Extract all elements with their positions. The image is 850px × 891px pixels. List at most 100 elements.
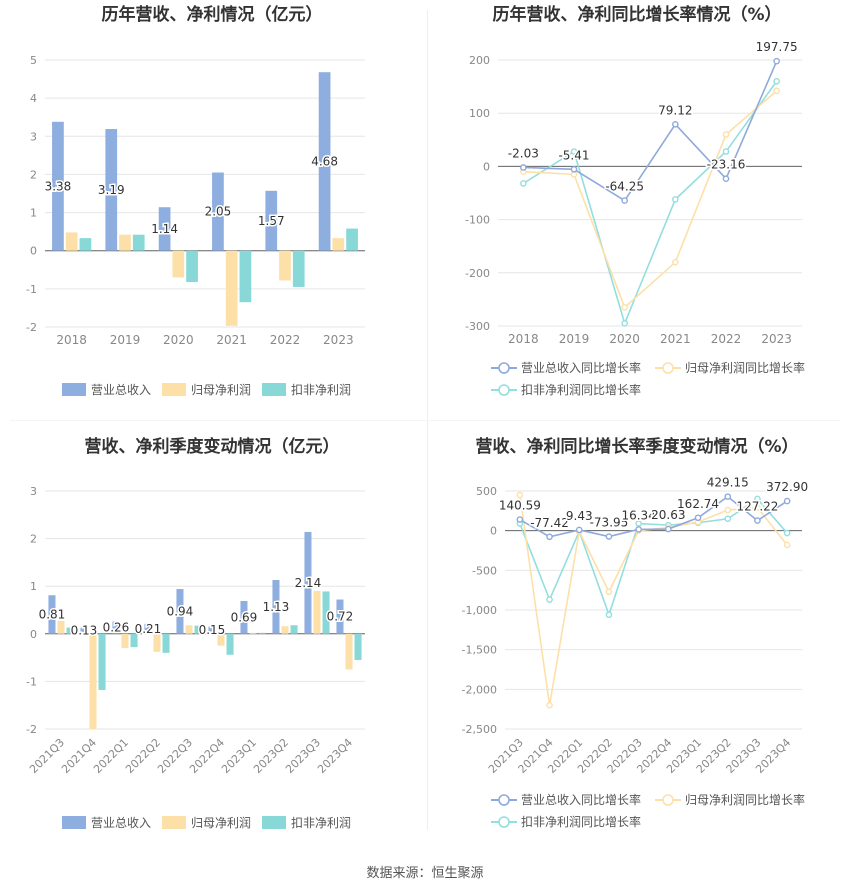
y-tick-label: 3 [30, 130, 37, 143]
bar [279, 250, 291, 281]
bar [65, 232, 78, 251]
data-point [665, 525, 672, 533]
bar [162, 633, 170, 653]
y-tick-label: 1 [30, 207, 37, 220]
series-line [522, 80, 778, 326]
annual-revenue-profit-chart: 历年营收、净利情况（亿元） -2 -1 0 1 2 3 4 5 2018 2019 2020 2021 2… [0, 0, 425, 432]
legend-label: 营业总收入 [91, 383, 151, 397]
bar [119, 234, 131, 251]
y-tick-label: -100 [465, 214, 490, 227]
legend-label: 营业总收入 [91, 816, 151, 830]
x-tick-label: 2022 [711, 332, 742, 346]
data-point [672, 196, 679, 203]
legend-label: 归母净利润同比增长率 [685, 792, 805, 807]
data-label: 16.34 [621, 508, 655, 522]
data-label: -2.03 [508, 146, 539, 160]
data-point [722, 175, 730, 183]
legend-marker [662, 794, 674, 806]
legend-label: 扣非净利润同比增长率 [521, 382, 641, 397]
bar [79, 238, 92, 251]
data-label: 429.15 [707, 476, 749, 490]
data-label: 9.43 [566, 509, 593, 523]
legend-label: 营业总收入同比增长率 [521, 360, 641, 375]
chart-title: 历年营收、净利情况（亿元） [102, 4, 323, 25]
y-tick-label: 2 [30, 533, 37, 546]
legend-label: 扣非净利润 [291, 816, 351, 830]
data-point [570, 148, 578, 155]
bar [112, 621, 120, 634]
data-point [724, 506, 732, 514]
y-tick-label: 3 [30, 485, 37, 498]
bar [322, 591, 330, 634]
legend-marker [662, 362, 674, 374]
data-label: 162.74 [677, 497, 719, 511]
bar [212, 172, 224, 251]
y-tick-label: -2,000 [462, 683, 497, 696]
bar [292, 250, 305, 287]
chart-title: 历年营收、净利同比增长率情况（%） [492, 4, 781, 25]
bar [80, 627, 88, 634]
data-point [672, 258, 679, 266]
bar [153, 633, 161, 652]
legend-swatch [162, 816, 186, 829]
data-point [773, 57, 780, 65]
legend-label: 营业总收入同比增长率 [521, 792, 641, 807]
bar [281, 626, 289, 634]
x-tick-label: 2020 [163, 333, 194, 347]
y-tick-label: 0 [483, 160, 490, 173]
chart-title: 营收、净利季度变动情况（亿元） [85, 436, 340, 457]
legend-marker [498, 362, 510, 374]
y-tick-label: -2,500 [462, 723, 497, 736]
y-tick-label: -1,000 [462, 604, 497, 617]
y-tick-label: -300 [465, 320, 490, 333]
legend-label: 归母净利润 [191, 816, 251, 830]
bar [98, 633, 106, 690]
data-label: 0.13 [71, 624, 98, 638]
series-line [519, 495, 788, 538]
data-point [672, 121, 679, 128]
data-point [724, 515, 732, 523]
y-tick-label: 0 [30, 628, 37, 641]
data-label: -77.42 [530, 516, 569, 530]
chart-title: 营收、净利同比增长率季度变动情况（%） [475, 436, 798, 457]
quarterly-growth-rate-chart: 营收、净利同比增长率季度变动情况（%） -2,500 -2,000 -1,500 -1,… [425, 432, 850, 864]
data-label: -23.16 [707, 158, 746, 172]
data-point [516, 491, 524, 499]
data-label: 20.63 [651, 508, 685, 522]
data-point [724, 493, 732, 500]
x-tick-label: 2023 [323, 333, 354, 347]
data-point [520, 164, 527, 171]
x-tick-label: 2019 [110, 333, 141, 347]
data-label: 197.75 [756, 40, 798, 54]
bar [272, 580, 280, 634]
y-tick-label: 5 [30, 54, 37, 67]
data-label: 1.13 [263, 600, 290, 614]
legend-swatch [262, 816, 286, 829]
y-tick-label: 0 [490, 525, 497, 538]
annual-growth-rate-chart: 历年营收、净利同比增长率情况（%） -300 -200 -100 0 100 200 2018… [425, 0, 850, 432]
y-tick-label: -2 [26, 723, 37, 736]
bar [208, 626, 216, 634]
data-point [546, 533, 553, 541]
legend-marker [498, 384, 510, 396]
data-label: 0.21 [135, 622, 162, 636]
data-point [516, 516, 524, 523]
data-point [754, 504, 761, 511]
y-tick-label: 500 [476, 485, 497, 498]
bar [48, 595, 56, 634]
data-point [546, 596, 553, 603]
x-tick-label: 2021 [660, 332, 691, 346]
y-tick-label: 2 [30, 168, 37, 181]
x-tick-label: 2018 [56, 333, 87, 347]
data-label: 372.90 [766, 480, 808, 494]
data-point [783, 529, 791, 537]
x-tick-label: 2023 [761, 332, 792, 346]
legend-swatch [262, 383, 286, 396]
data-label: 1.14 [151, 222, 178, 236]
bar [249, 632, 257, 634]
data-label: 1.57 [258, 214, 285, 228]
data-label: 0.69 [231, 610, 258, 624]
data-label: -64.25 [605, 180, 644, 194]
data-label: 3.19 [98, 183, 125, 197]
bar [217, 633, 225, 646]
